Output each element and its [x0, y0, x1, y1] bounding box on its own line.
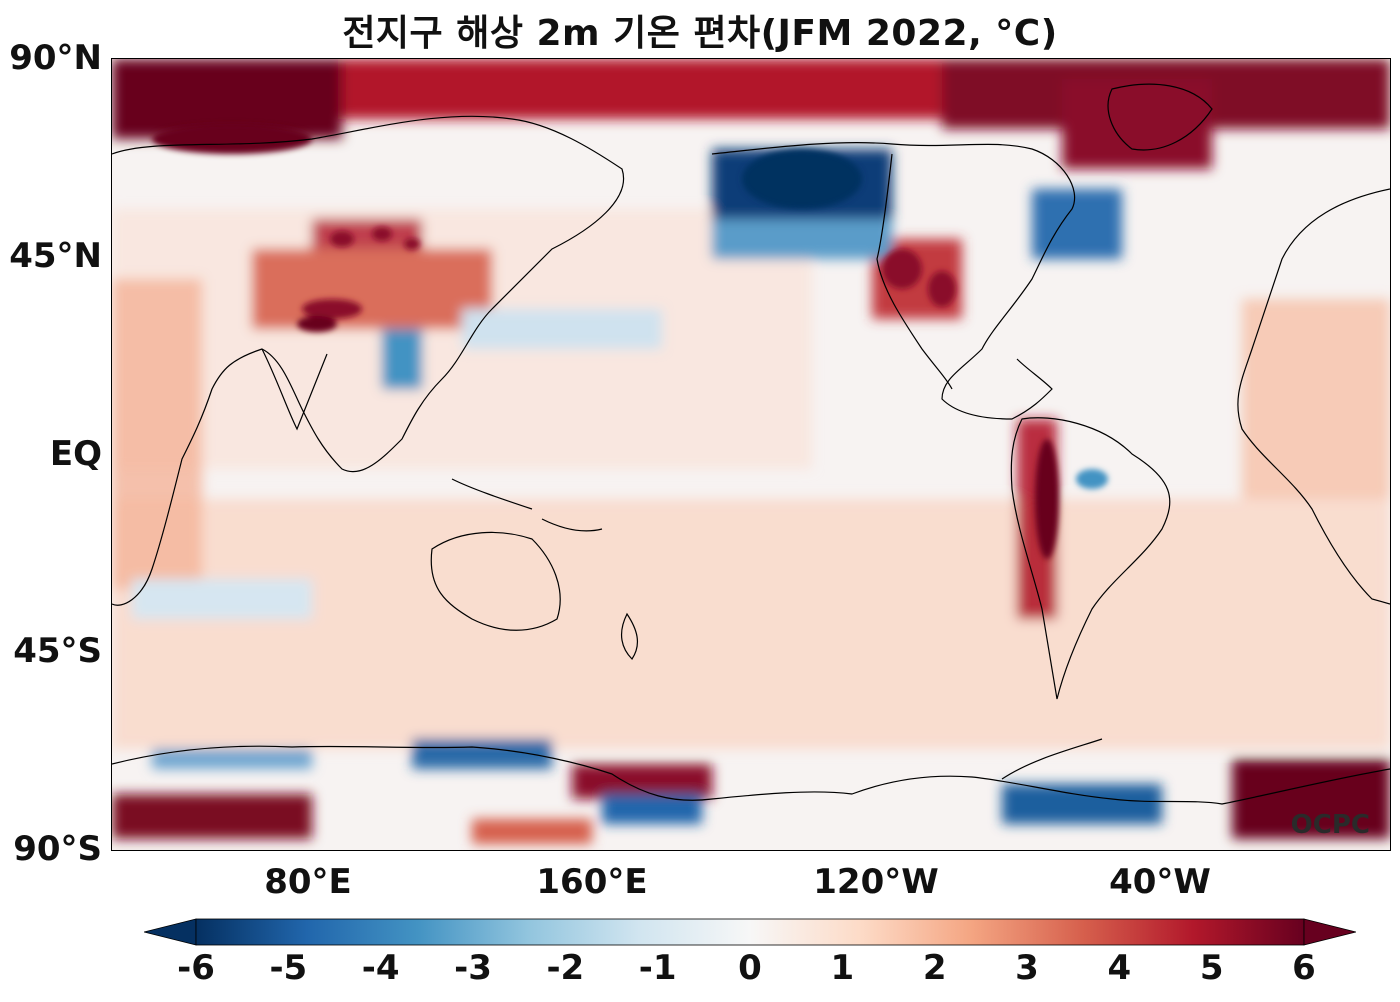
colorbar-tick-label: 5	[1199, 948, 1224, 988]
colorbar-tick-label: 1	[830, 948, 855, 988]
colorbar-gradient	[195, 918, 1305, 946]
colorbar-tick-label: -5	[269, 948, 308, 988]
colorbar-tick-label: -4	[361, 948, 400, 988]
colorbar-tick-label: 3	[1015, 948, 1039, 988]
colorbar-tick-label: 4	[1107, 948, 1132, 988]
lat-label-90s: 90°S	[13, 829, 102, 869]
colorbar-tick-label: -3	[454, 948, 492, 988]
colorbar-tick-label: -6	[177, 948, 215, 988]
lat-label-45s: 45°S	[13, 631, 102, 671]
colorbar-min-extend	[144, 918, 197, 946]
anomaly-map: OCPC	[111, 58, 1391, 851]
colorbar-max-extend	[1303, 918, 1356, 946]
colorbar-tick-label: 2	[922, 948, 947, 988]
lat-label-eq: EQ	[49, 434, 102, 474]
lon-label-160e: 160°E	[536, 862, 648, 902]
lon-label-80e: 80°E	[264, 862, 352, 902]
coastlines	[112, 83, 1390, 805]
colorbar-tick-label: 6	[1292, 948, 1316, 988]
colorbar-tick-label: -1	[638, 948, 677, 988]
lon-label-40w: 40°W	[1109, 862, 1211, 902]
map-title: 전지구 해상 2m 기온 편차(JFM 2022, °C)	[342, 13, 1058, 54]
anomaly-field	[112, 59, 1390, 850]
ocpc-watermark: OCPC	[1290, 810, 1370, 840]
lon-label-120w: 120°W	[813, 862, 939, 902]
colorbar	[144, 918, 1356, 946]
lat-label-90n: 90°N	[9, 38, 102, 78]
lat-label-45n: 45°N	[9, 236, 102, 276]
colorbar-tick-label: 0	[738, 948, 762, 988]
colorbar-tick-label: -2	[546, 948, 585, 988]
